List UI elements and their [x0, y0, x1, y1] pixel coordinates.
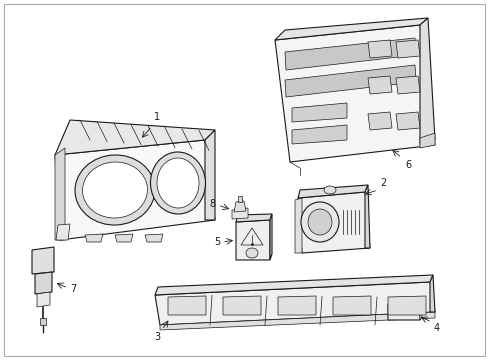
Polygon shape [115, 234, 133, 242]
Polygon shape [367, 76, 391, 94]
Polygon shape [145, 234, 163, 242]
Polygon shape [387, 296, 425, 315]
Polygon shape [297, 185, 367, 198]
Polygon shape [387, 298, 421, 305]
Polygon shape [160, 312, 434, 330]
Polygon shape [297, 192, 369, 253]
Polygon shape [395, 76, 419, 94]
Polygon shape [238, 196, 242, 202]
Polygon shape [269, 214, 271, 260]
Polygon shape [236, 214, 271, 222]
Polygon shape [332, 296, 370, 315]
Text: 1: 1 [154, 112, 160, 122]
Text: 2: 2 [379, 178, 386, 188]
Ellipse shape [324, 186, 335, 194]
Polygon shape [56, 224, 70, 240]
Polygon shape [204, 130, 215, 220]
Polygon shape [285, 65, 415, 97]
Polygon shape [37, 292, 50, 307]
Ellipse shape [75, 155, 155, 225]
Polygon shape [85, 234, 103, 242]
Polygon shape [55, 148, 65, 240]
Polygon shape [35, 272, 52, 294]
Polygon shape [274, 18, 427, 40]
Polygon shape [367, 112, 391, 130]
Polygon shape [274, 25, 434, 162]
Polygon shape [294, 198, 302, 253]
Polygon shape [429, 275, 434, 312]
Text: 4: 4 [433, 323, 439, 333]
Polygon shape [155, 275, 432, 295]
Polygon shape [291, 125, 346, 144]
Text: 5: 5 [213, 237, 220, 247]
Ellipse shape [150, 152, 205, 214]
Polygon shape [419, 18, 434, 145]
Polygon shape [291, 103, 346, 122]
Polygon shape [32, 247, 54, 274]
Polygon shape [234, 201, 245, 212]
Polygon shape [55, 140, 215, 240]
Ellipse shape [157, 158, 199, 208]
Polygon shape [395, 40, 419, 58]
Ellipse shape [82, 162, 147, 218]
Polygon shape [40, 318, 46, 325]
Polygon shape [155, 282, 434, 325]
Ellipse shape [245, 248, 258, 258]
Polygon shape [367, 40, 391, 58]
Text: 7: 7 [70, 284, 76, 294]
Polygon shape [364, 185, 369, 248]
Polygon shape [55, 120, 215, 155]
Text: 3: 3 [154, 332, 160, 342]
Polygon shape [387, 304, 419, 320]
Polygon shape [168, 296, 205, 315]
Polygon shape [395, 112, 419, 130]
Polygon shape [236, 220, 269, 260]
Polygon shape [231, 208, 247, 219]
Polygon shape [419, 133, 434, 148]
Polygon shape [285, 38, 415, 70]
Ellipse shape [307, 209, 331, 235]
Polygon shape [278, 296, 315, 315]
Polygon shape [419, 298, 421, 320]
Polygon shape [223, 296, 261, 315]
Text: 6: 6 [404, 160, 410, 170]
Text: 8: 8 [209, 199, 216, 209]
Ellipse shape [301, 202, 338, 242]
